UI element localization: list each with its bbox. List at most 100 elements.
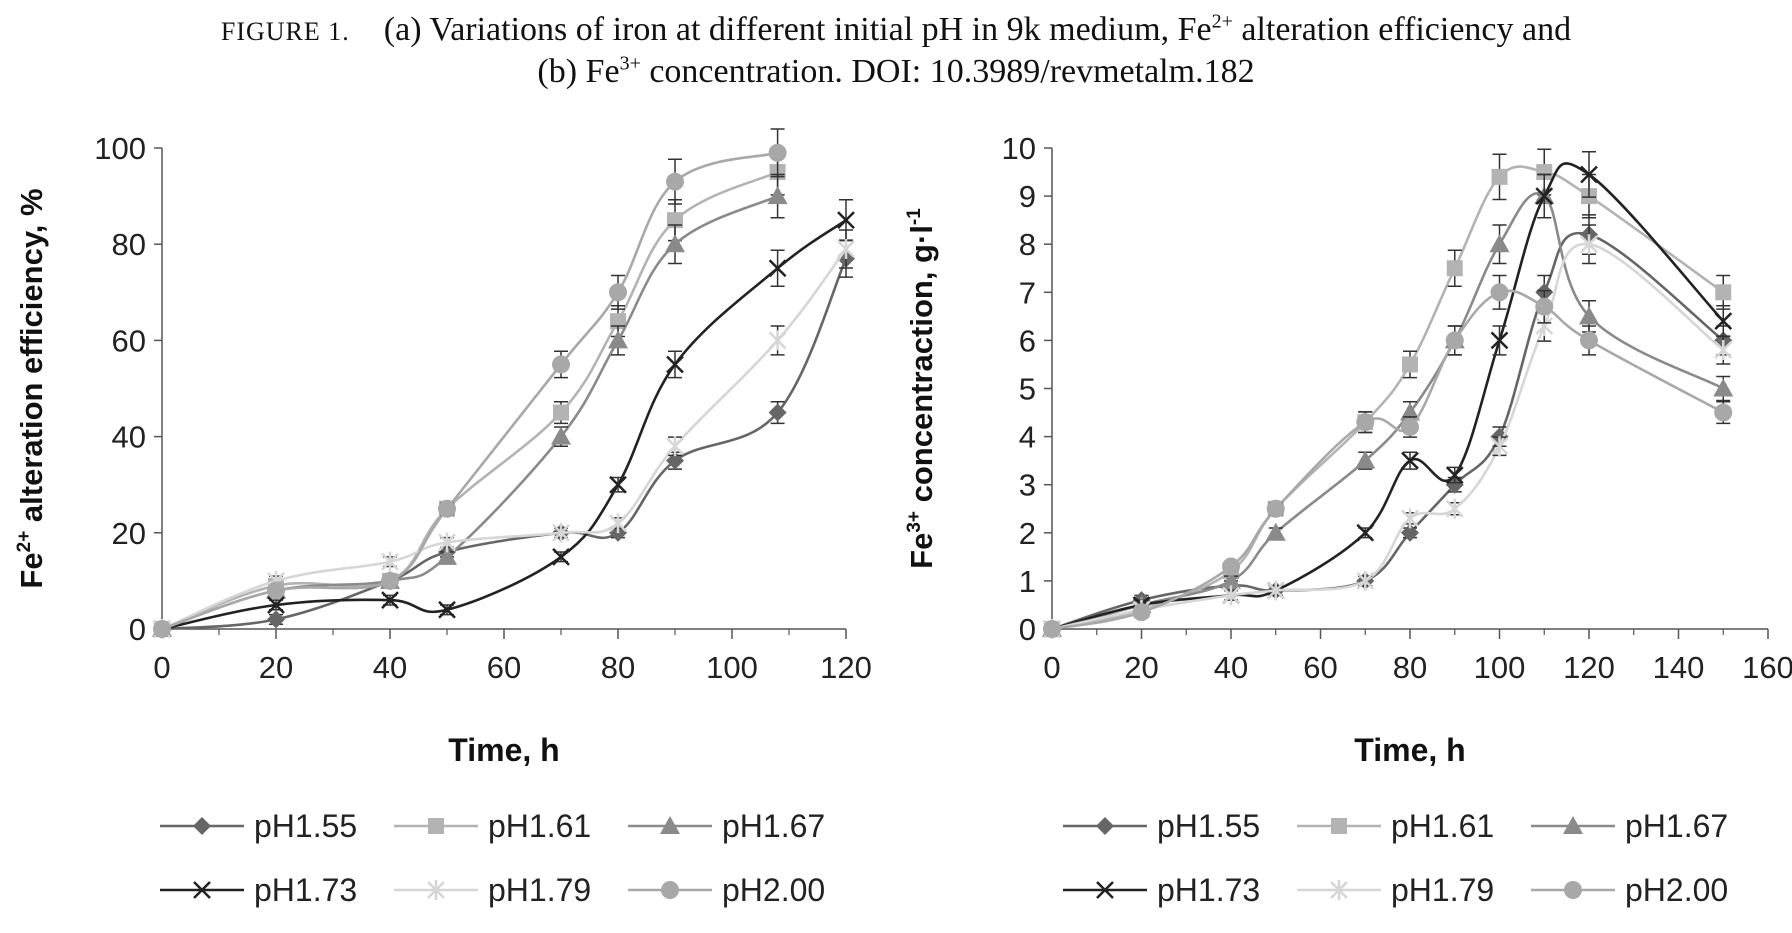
data-point-pH2.00	[1132, 603, 1151, 622]
data-point-pH1.67	[665, 234, 685, 253]
legend-item-pH1.79: pH1.79	[1297, 872, 1494, 908]
caption-sup-1: 2+	[1211, 10, 1233, 33]
data-point-pH2.00	[1356, 413, 1375, 432]
data-point-pH1.79	[1401, 508, 1419, 529]
y-tick-label: 8	[1019, 227, 1036, 262]
y-tick-label: 60	[112, 323, 146, 358]
data-point-pH2.00	[381, 571, 399, 590]
figure-caption: FIGURE 1. (a) Variations of iron at diff…	[0, 10, 1792, 92]
x-tick-label: 60	[1303, 650, 1337, 685]
y-tick-label: 4	[1019, 420, 1036, 455]
data-point-pH1.61	[1491, 168, 1508, 185]
series-pH1.61	[154, 148, 786, 637]
x-tick-label: 40	[373, 650, 407, 685]
x-tick-label: 160	[1742, 650, 1792, 685]
data-point-pH1.55	[666, 451, 684, 470]
series-line-pH1.79	[1051, 242, 1725, 631]
data-point-pH2.00	[1043, 620, 1061, 638]
data-point-pH1.55	[267, 610, 285, 629]
data-point-pH1.73	[666, 355, 684, 374]
legend: pH1.55 pH1.61 pH1.67 pH1.73 pH1.79 pH2.00	[160, 808, 825, 908]
caption-line-2: (b) Fe3+ concentration. DOI: 10.3989/rev…	[0, 52, 1792, 92]
legend-item-pH1.79: pH1.79	[394, 872, 591, 908]
y-tick-label: 100	[94, 131, 146, 166]
y-tick-label: 6	[1019, 323, 1036, 358]
x-axis-label: Time, h	[448, 732, 559, 768]
data-point-pH1.73	[381, 591, 399, 610]
legend-label: pH1.61	[1391, 808, 1494, 844]
series-line-pH2.00	[161, 151, 778, 631]
legend-label: pH1.79	[1391, 872, 1494, 908]
legend-item-pH1.67: pH1.67	[1531, 808, 1728, 844]
x-tick-label: 120	[1563, 650, 1615, 685]
legend-item-pH2.00: pH2.00	[628, 872, 825, 908]
data-point-pH1.73	[267, 596, 285, 614]
data-point-pH1.73	[1714, 312, 1733, 331]
data-point-pH1.73	[1580, 165, 1598, 184]
chart-panel-a: 0 20 40 60 80 100 0 20 40 60 80 100 120 Time, h Fe2+ a…	[14, 128, 872, 908]
data-point-pH1.73	[438, 600, 456, 619]
y-axis-label-part: concentraction, g·l	[904, 225, 939, 511]
legend-marker	[193, 881, 211, 899]
caption-sup-2: 3+	[619, 52, 641, 75]
legend-item-pH1.73: pH1.73	[160, 872, 357, 908]
series-pH1.67	[152, 173, 788, 637]
data-point-pH1.79	[768, 330, 787, 351]
y-tick-label: 0	[1019, 612, 1036, 647]
x-tick-label: 80	[601, 650, 635, 685]
data-point-pH2.00	[1266, 499, 1285, 518]
data-point-pH2.00	[1490, 283, 1509, 302]
y-tick-label: 3	[1019, 468, 1036, 503]
data-point-pH1.79	[1580, 234, 1598, 255]
y-axis-label-part: alteration efficiency, %	[14, 188, 49, 530]
legend-marker	[1563, 816, 1583, 834]
data-point-pH1.61	[1446, 260, 1463, 277]
data-point-pH1.73	[837, 211, 855, 230]
y-tick-label: 0	[129, 612, 146, 647]
legend-marker	[427, 880, 445, 900]
data-point-pH1.67	[1400, 402, 1420, 421]
data-point-pH2.00	[1580, 331, 1598, 350]
data-point-pH1.67	[767, 186, 788, 205]
data-point-pH2.00	[609, 283, 627, 302]
data-point-pH1.73	[1445, 466, 1464, 484]
data-point-pH1.67	[1713, 378, 1734, 397]
legend-marker	[1096, 817, 1114, 835]
series-line-pH1.61	[161, 170, 779, 631]
legend-marker	[428, 818, 444, 834]
legend-label: pH2.00	[722, 872, 825, 908]
legend-item-pH1.55: pH1.55	[1063, 808, 1260, 844]
legend-marker	[1564, 881, 1582, 899]
legend-label: pH1.79	[488, 872, 591, 908]
legend-item-pH2.00: pH2.00	[1531, 872, 1728, 908]
legend-label: pH1.73	[1157, 872, 1260, 908]
data-point-pH1.67	[1579, 306, 1599, 325]
x-tick-label: 20	[259, 650, 293, 685]
legend-label: pH1.55	[1157, 808, 1260, 844]
data-point-pH2.00	[1535, 297, 1554, 316]
data-point-pH1.55	[1401, 523, 1419, 542]
data-point-pH2.00	[1222, 557, 1240, 576]
data-point-pH1.79	[609, 513, 627, 534]
x-tick-label: 60	[487, 650, 521, 685]
legend-label: pH2.00	[1625, 872, 1728, 908]
x-axis-label: Time, h	[1354, 732, 1465, 768]
data-point-pH1.67	[1355, 450, 1376, 469]
series-pH1.55	[153, 239, 855, 638]
data-point-pH1.79	[1490, 436, 1509, 457]
figure-label: FIGURE 1.	[220, 17, 350, 46]
data-point-pH1.61	[553, 404, 569, 421]
y-tick-label: 5	[1019, 372, 1036, 407]
y-tick-label: 10	[1002, 131, 1036, 166]
data-point-pH2.00	[267, 581, 285, 600]
data-point-pH2.00	[666, 172, 684, 191]
series-pH1.73	[153, 198, 855, 638]
data-point-pH1.61	[1715, 284, 1732, 301]
data-point-pH1.73	[1401, 451, 1419, 470]
series-pH1.79	[153, 229, 855, 639]
legend-item-pH1.73: pH1.73	[1063, 872, 1260, 908]
x-tick-label: 120	[820, 650, 872, 685]
series-line-pH1.61	[1051, 165, 1725, 631]
legend-label: pH1.55	[254, 808, 357, 844]
